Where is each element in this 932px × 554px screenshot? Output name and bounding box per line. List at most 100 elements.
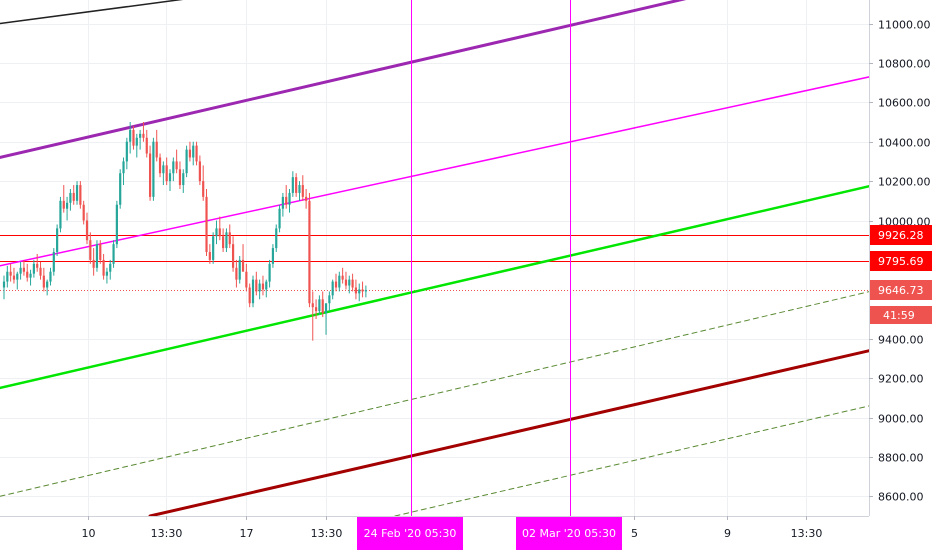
- candle-body[interactable]: [354, 287, 358, 294]
- candle-body[interactable]: [222, 236, 225, 249]
- candle-body[interactable]: [42, 275, 45, 288]
- candle-body[interactable]: [248, 287, 251, 304]
- candle-body[interactable]: [175, 161, 178, 170]
- candle-body[interactable]: [12, 275, 16, 280]
- candle-body[interactable]: [291, 177, 294, 193]
- candle-body[interactable]: [79, 185, 82, 205]
- candle-body[interactable]: [89, 240, 92, 260]
- candle-body[interactable]: [36, 263, 39, 268]
- candle-body[interactable]: [72, 192, 75, 201]
- candle-body[interactable]: [109, 263, 112, 272]
- candle-body[interactable]: [139, 133, 142, 138]
- candle-body[interactable]: [22, 267, 26, 272]
- candle-body[interactable]: [261, 283, 265, 290]
- time-axis[interactable]: 10 13:30 17 13:30 5 9 13:30: [82, 516, 823, 540]
- candle-body[interactable]: [298, 185, 301, 193]
- candle-body[interactable]: [275, 228, 278, 249]
- candle-body[interactable]: [295, 177, 298, 193]
- candle-body[interactable]: [105, 271, 109, 276]
- candle-body[interactable]: [2, 281, 6, 288]
- trend-line-olive-dashed-upper[interactable]: [0, 291, 870, 497]
- candle-body[interactable]: [328, 295, 331, 304]
- candle-body[interactable]: [148, 153, 152, 197]
- candle-body[interactable]: [241, 259, 245, 272]
- candle-body[interactable]: [225, 232, 228, 249]
- candle-body[interactable]: [251, 279, 255, 304]
- candle-body[interactable]: [59, 200, 62, 229]
- candle-body[interactable]: [158, 157, 162, 174]
- candle-body[interactable]: [311, 303, 314, 308]
- candle-body[interactable]: [258, 283, 261, 292]
- candle-body[interactable]: [129, 129, 132, 142]
- candle-body[interactable]: [99, 244, 102, 260]
- candle-body[interactable]: [188, 149, 192, 158]
- candle-body[interactable]: [69, 192, 72, 203]
- candle-body[interactable]: [245, 271, 248, 288]
- candle-body[interactable]: [115, 204, 118, 245]
- candle-body[interactable]: [62, 200, 65, 209]
- candle-body[interactable]: [285, 196, 288, 205]
- candle-body[interactable]: [155, 141, 158, 158]
- trend-line-darkred-channel-bottom[interactable]: [148, 349, 870, 516]
- candle-body[interactable]: [52, 252, 55, 272]
- candle-body[interactable]: [168, 173, 172, 182]
- candle-body[interactable]: [112, 244, 115, 264]
- candle-body[interactable]: [358, 289, 361, 294]
- candle-body[interactable]: [324, 303, 328, 314]
- candle-body[interactable]: [182, 173, 185, 186]
- candle-body[interactable]: [26, 271, 29, 278]
- candle-body[interactable]: [172, 161, 175, 174]
- candle-body[interactable]: [235, 267, 238, 280]
- candle-body[interactable]: [165, 165, 168, 182]
- candle-body[interactable]: [278, 208, 281, 229]
- candle-body[interactable]: [82, 204, 85, 221]
- candle-body[interactable]: [16, 273, 19, 280]
- candle-body[interactable]: [321, 299, 324, 314]
- candle-body[interactable]: [215, 228, 218, 237]
- candle-body[interactable]: [46, 281, 49, 288]
- candle-body[interactable]: [305, 196, 308, 201]
- candle-body[interactable]: [318, 299, 321, 312]
- candle-body[interactable]: [288, 192, 291, 205]
- candle-body[interactable]: [192, 145, 195, 158]
- candle-body[interactable]: [364, 290, 367, 292]
- candle-body[interactable]: [265, 281, 268, 290]
- candle-body[interactable]: [341, 275, 344, 280]
- plot-area[interactable]: [0, 0, 870, 516]
- candle-body[interactable]: [208, 252, 211, 260]
- trend-line-pink-channel-mid[interactable]: [0, 76, 870, 267]
- candle-body[interactable]: [361, 289, 364, 292]
- candle-body[interactable]: [218, 228, 221, 237]
- candle-body[interactable]: [212, 236, 215, 260]
- candle-body[interactable]: [125, 141, 128, 162]
- trend-line-green-channel[interactable]: [0, 184, 870, 390]
- candle-body[interactable]: [56, 228, 59, 253]
- candle-body[interactable]: [178, 169, 182, 186]
- candle-body[interactable]: [268, 263, 271, 282]
- candle-body[interactable]: [119, 173, 122, 205]
- trend-line-purple-channel-top[interactable]: [0, 0, 710, 159]
- candle-body[interactable]: [32, 263, 35, 274]
- candle-body[interactable]: [344, 279, 348, 286]
- candle-body[interactable]: [351, 279, 354, 288]
- candle-body[interactable]: [135, 137, 138, 146]
- candle-body[interactable]: [142, 133, 145, 138]
- candle-body[interactable]: [281, 196, 284, 209]
- price-axis[interactable]: 11000.00 10800.00 10600.00 10400.00 10200.00…: [869, 19, 931, 504]
- candle-body[interactable]: [162, 165, 165, 174]
- candle-body[interactable]: [301, 185, 304, 197]
- candle-body[interactable]: [185, 149, 188, 174]
- candle-body[interactable]: [49, 271, 52, 282]
- candle-body[interactable]: [29, 273, 32, 278]
- candle-body[interactable]: [6, 271, 9, 282]
- candle-body[interactable]: [132, 129, 135, 146]
- candle-body[interactable]: [198, 161, 201, 182]
- candle-body[interactable]: [95, 244, 99, 268]
- candle-body[interactable]: [145, 137, 148, 154]
- candle-body[interactable]: [255, 279, 258, 292]
- candle-body[interactable]: [338, 275, 341, 288]
- trend-line-olive-dashed-lower[interactable]: [394, 405, 870, 516]
- candle-body[interactable]: [75, 185, 79, 201]
